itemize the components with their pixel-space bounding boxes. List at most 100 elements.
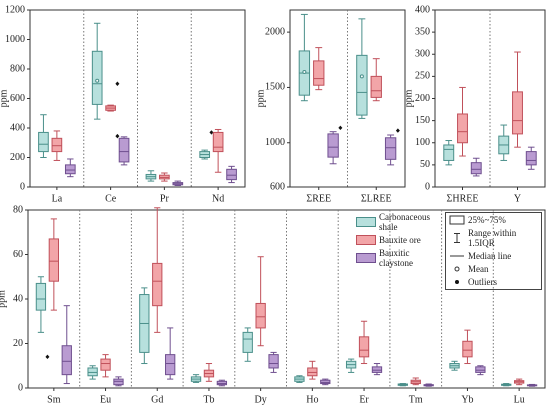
x-tick-label: Yb bbox=[461, 394, 473, 405]
box bbox=[356, 54, 368, 116]
y-tick-label: 250 bbox=[415, 71, 430, 82]
legend-key: Mean bbox=[449, 264, 538, 274]
box bbox=[100, 358, 111, 371]
y-axis-label: ppm bbox=[255, 89, 266, 107]
y-tick-label: 350 bbox=[415, 26, 430, 37]
outlier bbox=[115, 133, 120, 139]
y-tick-label: 80 bbox=[13, 204, 23, 215]
y-tick-label: 0 bbox=[20, 181, 25, 192]
x-tick-label: Nd bbox=[212, 193, 224, 204]
box bbox=[87, 367, 98, 377]
legend-series: Carbonaceous shale Bauxite ore Bauxitic cl… bbox=[356, 212, 445, 290]
mean bbox=[302, 69, 307, 74]
y-axis-label: ppm bbox=[0, 290, 7, 308]
x-tick-label: Dy bbox=[255, 394, 267, 405]
box bbox=[165, 354, 176, 376]
legend-entry: Bauxitic claystone bbox=[356, 248, 445, 268]
legend-icon bbox=[454, 233, 460, 243]
legend-key: Median line bbox=[449, 251, 538, 261]
legend-label: Mean bbox=[468, 264, 489, 274]
box bbox=[313, 60, 325, 86]
outlier bbox=[45, 354, 50, 360]
y-tick-label: 60 bbox=[13, 249, 23, 260]
box bbox=[327, 133, 339, 158]
box bbox=[212, 131, 224, 153]
legend-label: Carbonaceous shale bbox=[379, 212, 430, 232]
box bbox=[358, 336, 370, 358]
legend-icon bbox=[455, 280, 459, 284]
legend-label: Bauxitic claystone bbox=[379, 248, 413, 268]
box bbox=[384, 137, 397, 160]
box bbox=[320, 379, 331, 385]
legend: Carbonaceous shale Bauxite ore Bauxitic cl… bbox=[356, 212, 542, 290]
box bbox=[35, 282, 47, 311]
x-tick-label: Lu bbox=[514, 394, 525, 405]
y-tick-label: 300 bbox=[415, 49, 430, 60]
box bbox=[113, 378, 124, 386]
x-tick-label: Ho bbox=[306, 394, 318, 405]
legend-swatch bbox=[356, 217, 376, 227]
x-tick-label: Tb bbox=[203, 394, 214, 405]
x-tick-label: Ce bbox=[105, 193, 117, 204]
box bbox=[370, 75, 382, 98]
box bbox=[525, 151, 537, 166]
x-tick-label: Tm bbox=[409, 394, 423, 405]
legend-label: Outliers bbox=[468, 277, 497, 287]
y-tick-label: 400 bbox=[415, 4, 430, 15]
y-tick-label: 1000 bbox=[5, 34, 25, 45]
legend-icon bbox=[454, 266, 460, 272]
legend-label: Bauxite ore bbox=[379, 235, 421, 245]
box bbox=[118, 137, 130, 163]
legend-swatch bbox=[356, 253, 376, 263]
outlier bbox=[338, 125, 343, 131]
outlier bbox=[395, 128, 400, 133]
box bbox=[38, 131, 49, 153]
y-tick-label: 200 bbox=[415, 93, 430, 104]
legend-key: Range within 1.5IQR bbox=[449, 228, 538, 248]
y-tick-label: 20 bbox=[13, 338, 23, 349]
box bbox=[226, 168, 237, 181]
y-tick-label: 600 bbox=[270, 181, 285, 192]
box bbox=[51, 137, 63, 153]
mean bbox=[359, 74, 364, 79]
box bbox=[475, 366, 486, 373]
x-tick-label: Eu bbox=[100, 394, 111, 405]
y-tick-label: 1000 bbox=[265, 137, 285, 148]
legend-key: 25%~75% bbox=[449, 215, 538, 225]
box bbox=[268, 354, 279, 369]
box bbox=[255, 302, 266, 329]
x-tick-label: ΣHREE bbox=[447, 193, 479, 204]
outlier bbox=[209, 130, 214, 135]
y-tick-label: 800 bbox=[10, 63, 25, 74]
box bbox=[462, 340, 473, 358]
box bbox=[61, 345, 72, 376]
box bbox=[48, 238, 60, 282]
legend-icon bbox=[450, 255, 464, 257]
x-tick-label: Er bbox=[359, 394, 369, 405]
y-tick-label: 100 bbox=[415, 137, 430, 148]
box bbox=[512, 91, 523, 135]
mean bbox=[95, 78, 100, 83]
y-axis-label: ppm bbox=[403, 89, 414, 107]
box bbox=[470, 162, 482, 175]
legend-label: Range within 1.5IQR bbox=[468, 228, 517, 248]
legend-entry: Carbonaceous shale bbox=[356, 212, 445, 232]
legend-swatch bbox=[356, 235, 376, 245]
box bbox=[64, 164, 76, 175]
y-tick-label: 1500 bbox=[265, 82, 285, 93]
y-tick-label: 0 bbox=[18, 382, 23, 393]
box bbox=[216, 380, 228, 386]
legend-label: 25%~75% bbox=[468, 215, 506, 225]
box bbox=[242, 331, 253, 353]
y-tick-label: 600 bbox=[10, 93, 25, 104]
legend-key: Outliers bbox=[449, 277, 538, 287]
box bbox=[457, 113, 468, 144]
x-tick-label: Sm bbox=[47, 394, 61, 405]
x-tick-label: ΣLREE bbox=[361, 193, 392, 204]
box bbox=[443, 144, 455, 161]
y-tick-label: 2000 bbox=[265, 26, 285, 37]
y-tick-label: 40 bbox=[13, 293, 23, 304]
legend-label: Median line bbox=[468, 251, 512, 261]
